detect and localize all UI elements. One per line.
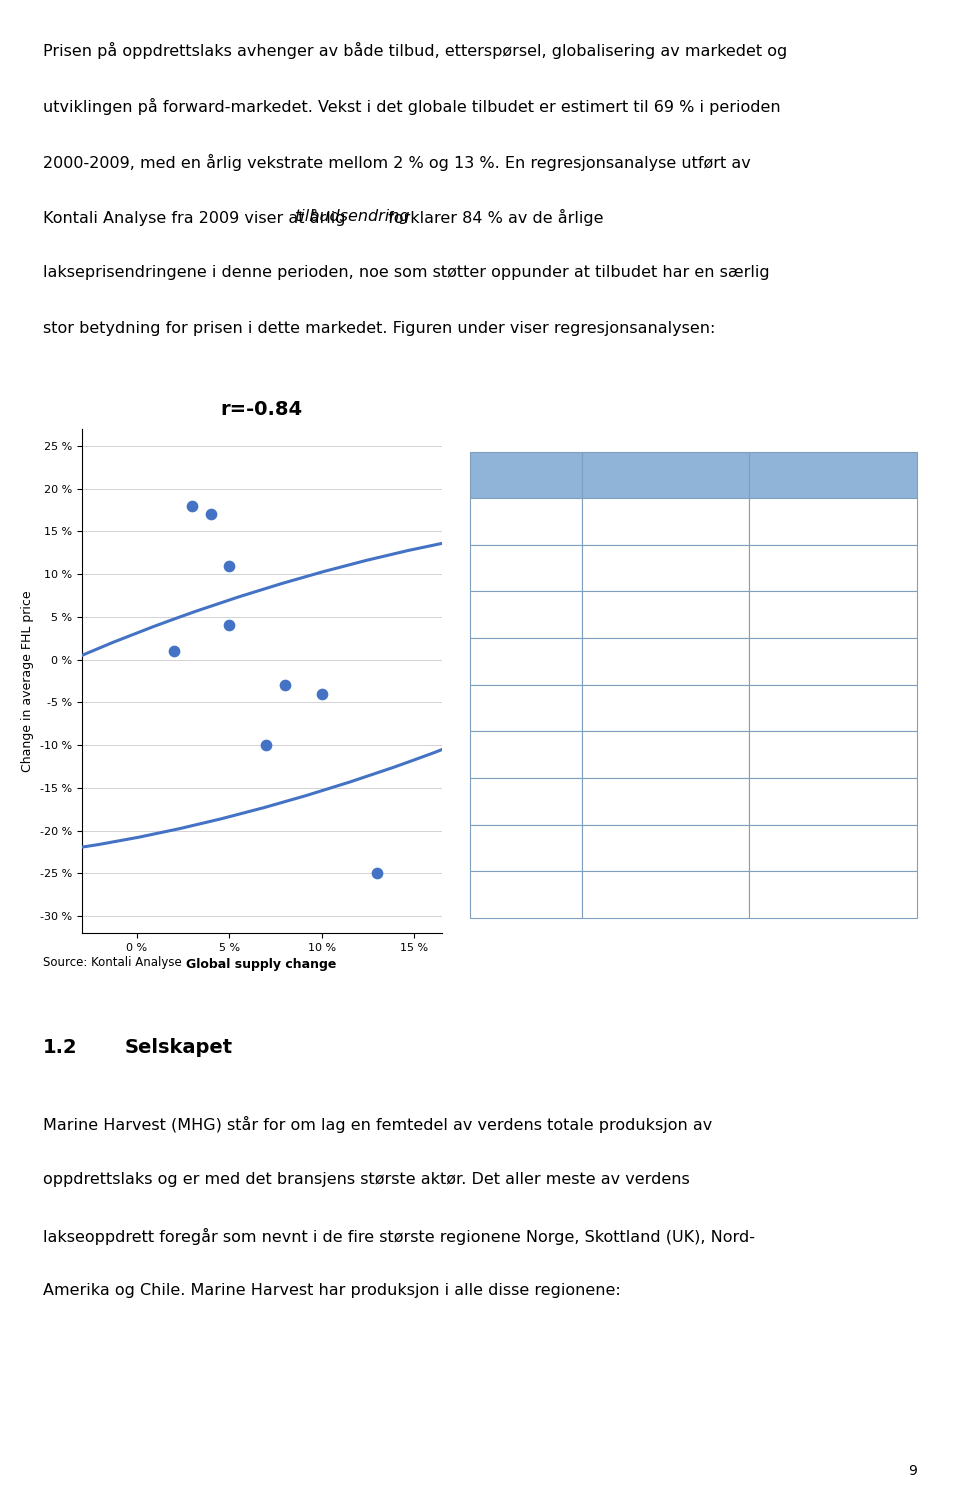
Text: Source: Kontali Analyse: Source: Kontali Analyse (43, 956, 182, 969)
Text: Global supply
growth: Global supply growth (621, 461, 710, 489)
Text: 2 %: 2 % (655, 748, 677, 762)
Text: 3 %: 3 % (655, 888, 677, 901)
Text: Marine Harvest (MHG) står for om lag en femtedel av verdens totale produksjon av: Marine Harvest (MHG) står for om lag en … (43, 1117, 712, 1133)
Title: r=-0.84: r=-0.84 (221, 400, 302, 418)
Text: tilbudsendring: tilbudsendring (296, 209, 411, 224)
Text: 2003-04: 2003-04 (478, 655, 527, 668)
Text: 18 %: 18 % (818, 888, 848, 901)
Text: 2001-02: 2001-02 (478, 561, 527, 575)
Point (222, 614, 237, 638)
Text: stor betydning for prisen i dette markedet. Figuren under viser regresjonsanalys: stor betydning for prisen i dette marked… (43, 321, 715, 336)
Text: 1 %: 1 % (822, 748, 844, 762)
Text: Y-o-Y: Y-o-Y (511, 468, 541, 482)
Text: 1.2: 1.2 (43, 1038, 78, 1058)
Text: -10 %: -10 % (816, 561, 851, 575)
Text: 13 %: 13 % (651, 515, 681, 528)
Point (258, 733, 274, 757)
Text: Kontali Analyse fra 2009 viser at årlig: Kontali Analyse fra 2009 viser at årlig (43, 209, 350, 226)
Text: Change in av.
price FCA Oslo: Change in av. price FCA Oslo (785, 461, 881, 489)
Point (184, 494, 200, 518)
Text: 2002-03: 2002-03 (478, 608, 527, 622)
Text: -4 %: -4 % (820, 795, 847, 808)
Text: forklarer 84 % av de årlige: forklarer 84 % av de årlige (383, 209, 604, 226)
Text: 9: 9 (908, 1464, 917, 1478)
Text: -3 %: -3 % (820, 608, 847, 622)
Text: 10 %: 10 % (651, 795, 681, 808)
Text: 5 %: 5 % (655, 655, 677, 668)
Text: utviklingen på forward-markedet. Vekst i det globale tilbudet er estimert til 69: utviklingen på forward-markedet. Vekst i… (43, 98, 780, 114)
Text: Amerika og Chile. Marine Harvest har produksjon i alle disse regionene:: Amerika og Chile. Marine Harvest har pro… (43, 1284, 621, 1299)
Text: 11 %: 11 % (818, 655, 848, 668)
Text: 2004-05: 2004-05 (478, 701, 527, 715)
Text: 7 %: 7 % (655, 561, 677, 575)
Text: Selskapet: Selskapet (125, 1038, 233, 1058)
Text: 2008-09: 2008-09 (478, 888, 527, 901)
Text: 2000-2009, med en årlig vekstrate mellom 2 % og 13 %. En regresjonsanalyse utfør: 2000-2009, med en årlig vekstrate mellom… (43, 154, 751, 170)
Point (314, 682, 329, 706)
Text: lakseprisendringene i denne perioden, noe som støtter oppunder at tilbudet har e: lakseprisendringene i denne perioden, no… (43, 265, 770, 280)
Text: -25 %: -25 % (816, 515, 851, 528)
Text: Prisen på oppdrettslaks avhenger av både tilbud, etterspørsel, globalisering av : Prisen på oppdrettslaks avhenger av både… (43, 42, 787, 59)
Point (222, 554, 237, 578)
Point (166, 640, 181, 664)
Text: 17 %: 17 % (818, 701, 848, 715)
Text: 2000-01: 2000-01 (478, 515, 527, 528)
Text: lakseoppdrett foregår som nevnt i de fire største regionene Norge, Skottland (UK: lakseoppdrett foregår som nevnt i de fir… (43, 1228, 756, 1245)
Text: 8 %: 8 % (655, 608, 677, 622)
X-axis label: Global supply change: Global supply change (186, 959, 337, 971)
Point (277, 673, 293, 697)
Text: 2006-07: 2006-07 (478, 795, 527, 808)
Y-axis label: Change in average FHL price: Change in average FHL price (21, 590, 34, 772)
Text: oppdrettslaks og er med det bransjens største aktør. Det aller meste av verdens: oppdrettslaks og er med det bransjens st… (43, 1172, 690, 1187)
Point (204, 503, 219, 527)
Text: 4 %: 4 % (655, 701, 677, 715)
Text: 2007-08: 2007-08 (478, 841, 527, 855)
Text: 4 %: 4 % (822, 841, 844, 855)
Text: 2005-06: 2005-06 (478, 748, 527, 762)
Text: 5 %: 5 % (655, 841, 677, 855)
Point (370, 861, 385, 885)
